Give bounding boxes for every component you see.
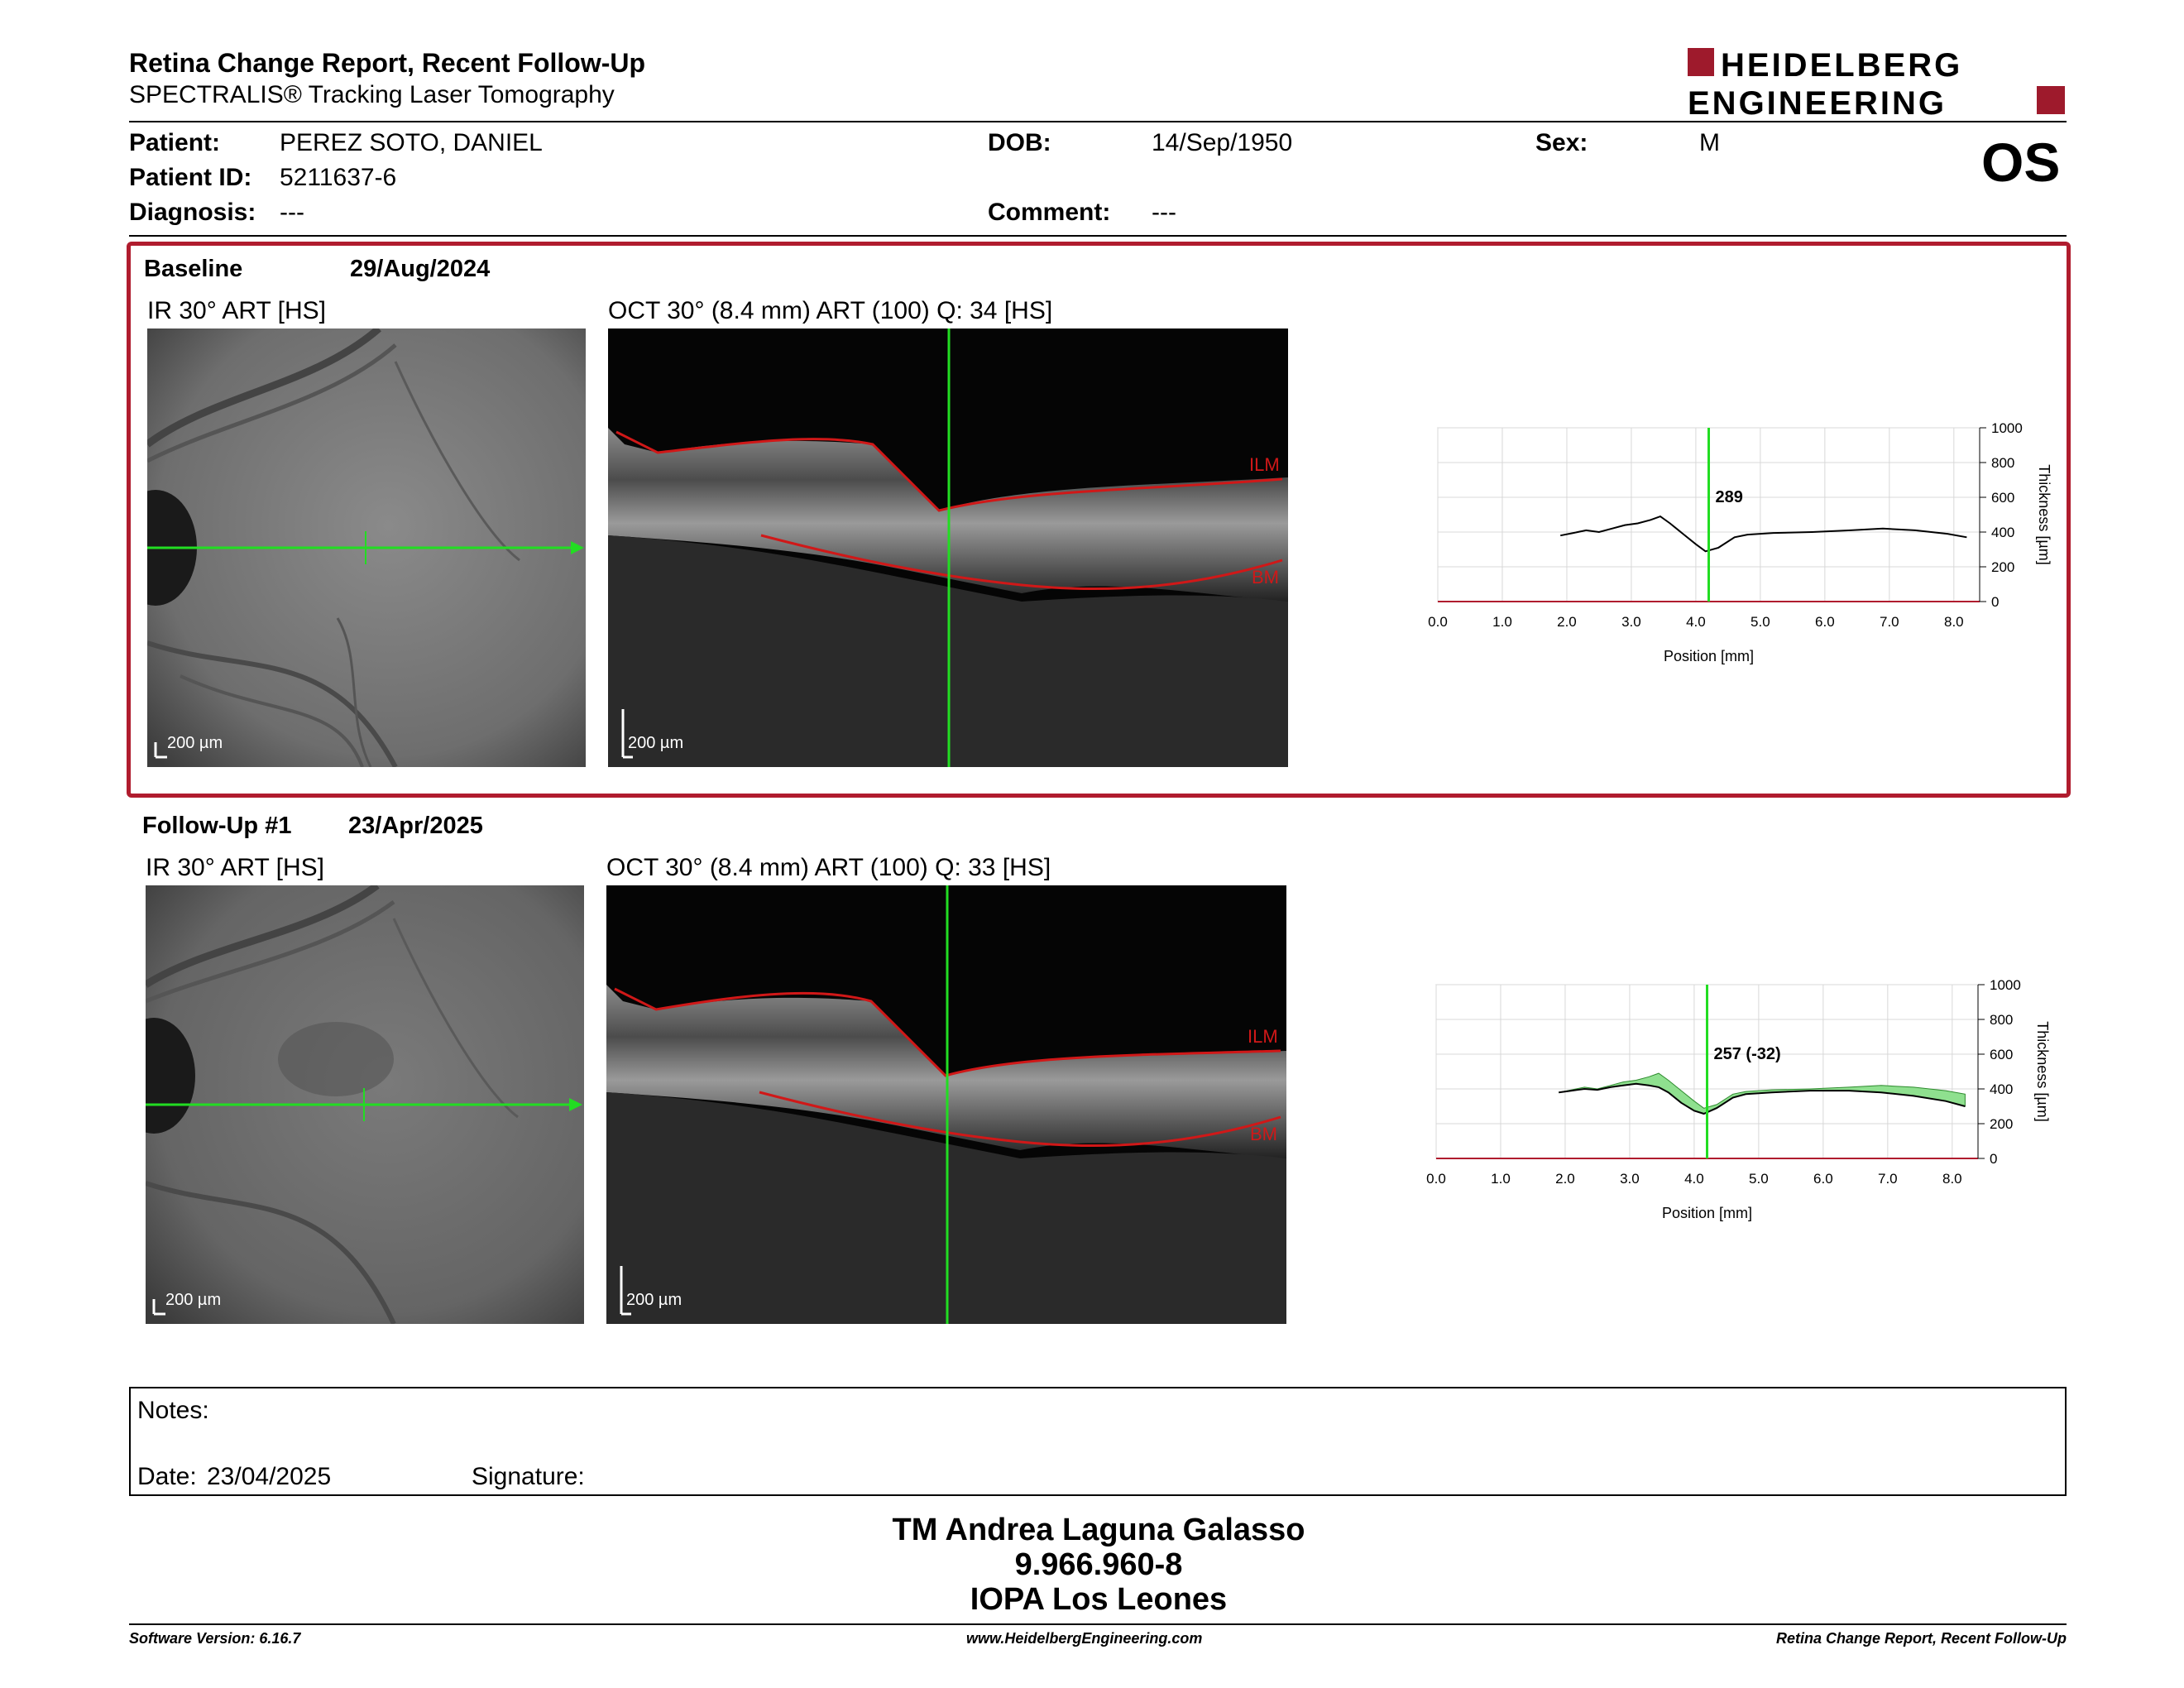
x-axis-label: Position [mm]	[1664, 648, 1754, 664]
y-tick-label: 200	[1991, 559, 2014, 575]
x-tick-label: 1.0	[1492, 614, 1512, 630]
ir-caption: IR 30° ART [HS]	[147, 297, 326, 324]
oct-caption: OCT 30° (8.4 mm) ART (100) Q: 33 [HS]	[606, 854, 1051, 881]
y-tick-label: 0	[1991, 594, 1999, 610]
y-tick-label: 1000	[1990, 977, 2021, 993]
ir-scale-label: 200 µm	[167, 734, 223, 752]
oct-bscan-image[interactable]: 200 µm ILM BM	[606, 885, 1286, 1324]
ir-fundus-image[interactable]: 200 µm	[146, 885, 584, 1324]
signatory-id: 9.966.960-8	[1014, 1547, 1183, 1582]
diagnosis-label: Diagnosis:	[129, 199, 256, 226]
x-tick-label: 3.0	[1620, 1171, 1640, 1187]
x-tick-label: 0.0	[1426, 1171, 1446, 1187]
thickness-chart: 0.0 1.0 2.0 3.0 4.0 5.0 6.0 7.0 8.0 0 200 400 600 800…	[1428, 420, 2052, 664]
oct-bscan-image[interactable]: 200 µm ILM BM	[608, 328, 1288, 767]
x-axis-label: Position [mm]	[1662, 1205, 1752, 1221]
x-tick-label: 2.0	[1557, 614, 1577, 630]
oct-scale-label: 200 µm	[626, 1291, 682, 1309]
patient-name: PEREZ SOTO, DANIEL	[280, 129, 543, 156]
diagnosis-value: ---	[280, 199, 304, 226]
ilm-label: ILM	[1249, 454, 1280, 475]
y-tick-label: 600	[1990, 1047, 2013, 1062]
eye-indicator: OS	[1981, 132, 2061, 193]
y-tick-label: 1000	[1991, 420, 2023, 436]
signatory-name: TM Andrea Laguna Galasso	[892, 1513, 1305, 1547]
y-tick-label: 800	[1990, 1012, 2013, 1028]
x-tick-label: 5.0	[1751, 614, 1770, 630]
series-line-baseline	[1560, 515, 1967, 553]
bm-label: BM	[1252, 567, 1279, 587]
x-tick-label: 8.0	[1944, 614, 1964, 630]
ir-caption: IR 30° ART [HS]	[146, 854, 324, 881]
x-tick-label: 4.0	[1686, 614, 1706, 630]
x-tick-label: 6.0	[1813, 1171, 1833, 1187]
dob-label: DOB:	[988, 129, 1051, 156]
software-version: Software Version: 6.16.7	[129, 1630, 301, 1647]
sex-label: Sex:	[1535, 129, 1588, 156]
y-tick-label: 400	[1990, 1081, 2013, 1097]
exam-date: 23/Apr/2025	[348, 813, 483, 839]
exam-panel-baseline[interactable]: Baseline 29/Aug/2024 IR 30° ART [HS] OCT…	[127, 242, 2071, 798]
bm-label: BM	[1250, 1124, 1277, 1144]
notes-box[interactable]: Notes: Date: 23/04/2025 Signature:	[129, 1387, 2067, 1496]
signature-label: Signature:	[472, 1463, 585, 1490]
patient-id-label: Patient ID:	[129, 164, 252, 191]
oct-caption: OCT 30° (8.4 mm) ART (100) Q: 34 [HS]	[608, 297, 1053, 324]
svg-text:ENGINEERING: ENGINEERING	[1688, 85, 1947, 117]
x-tick-label: 8.0	[1942, 1171, 1962, 1187]
series-line-followup	[1559, 1082, 1966, 1115]
exam-date: 29/Aug/2024	[350, 256, 491, 282]
exam-label: Baseline	[144, 256, 243, 282]
x-tick-label: 5.0	[1749, 1171, 1769, 1187]
comment-value: ---	[1152, 199, 1176, 226]
ilm-label: ILM	[1248, 1026, 1278, 1047]
x-tick-label: 2.0	[1555, 1171, 1575, 1187]
y-tick-label: 200	[1990, 1116, 2013, 1132]
y-tick-label: 600	[1991, 490, 2014, 506]
x-tick-label: 4.0	[1684, 1171, 1704, 1187]
thickness-chart: 0.0 1.0 2.0 3.0 4.0 5.0 6.0 7.0 8.0 0 200 400 600 800…	[1426, 977, 2051, 1221]
ir-fundus-image[interactable]: 200 µm	[147, 328, 586, 767]
patient-label: Patient:	[129, 129, 221, 156]
y-tick-label: 400	[1991, 525, 2014, 540]
notes-date: 23/04/2025	[207, 1463, 332, 1490]
x-tick-label: 3.0	[1621, 614, 1641, 630]
x-tick-label: 1.0	[1491, 1171, 1511, 1187]
patient-id: 5211637-6	[280, 164, 397, 191]
x-tick-label: 6.0	[1815, 614, 1835, 630]
svg-text:HEIDELBERG: HEIDELBERG	[1721, 47, 1962, 84]
signatory-org: IOPA Los Leones	[970, 1582, 1228, 1617]
y-tick-label: 800	[1991, 455, 2014, 471]
cursor-value-label: 257 (-32)	[1714, 1045, 1781, 1063]
exam-panel-followup[interactable]: Follow-Up #1 23/Apr/2025 IR 30° ART [HS]…	[129, 803, 2067, 1350]
x-tick-label: 7.0	[1880, 614, 1899, 630]
heidelberg-logo: HEIDELBERG ENGINEERING	[1688, 47, 2065, 117]
report-subtitle: SPECTRALIS® Tracking Laser Tomography	[129, 81, 615, 108]
notes-label: Notes:	[137, 1397, 209, 1424]
cursor-value-label: 289	[1716, 488, 1743, 506]
y-axis-label: Thickness [µm]	[2036, 464, 2052, 564]
x-tick-label: 0.0	[1428, 614, 1448, 630]
comment-label: Comment:	[988, 199, 1111, 226]
oct-scale-label: 200 µm	[628, 734, 684, 752]
date-label: Date:	[137, 1463, 197, 1490]
y-tick-label: 0	[1990, 1151, 1997, 1167]
report-title: Retina Change Report, Recent Follow-Up	[129, 48, 646, 78]
x-tick-label: 7.0	[1878, 1171, 1898, 1187]
ir-scale-label: 200 µm	[165, 1291, 222, 1309]
sex-value: M	[1699, 129, 1720, 156]
exam-label: Follow-Up #1	[142, 813, 292, 839]
y-axis-label: Thickness [µm]	[2034, 1021, 2051, 1121]
dob-value: 14/Sep/1950	[1152, 129, 1293, 156]
footer-report-name: Retina Change Report, Recent Follow-Up	[1775, 1630, 2067, 1647]
website-link[interactable]: www.HeidelbergEngineering.com	[966, 1630, 1203, 1647]
